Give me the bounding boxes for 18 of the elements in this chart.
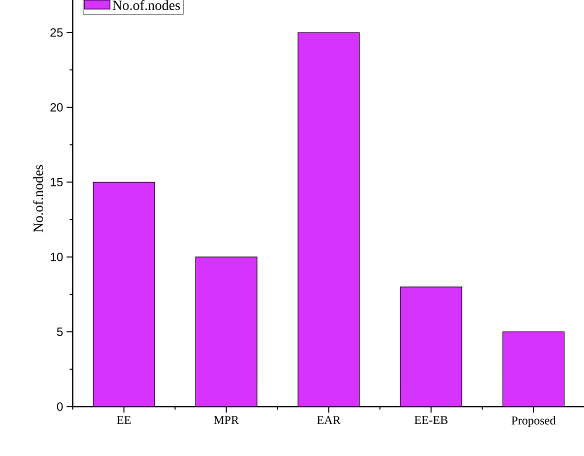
- x-tick-label: EE-EB: [414, 416, 448, 424]
- y-tick-label: 5: [57, 328, 63, 336]
- y-tick-label: 20: [50, 103, 63, 112]
- bar: [92, 182, 155, 407]
- x-tick-label: Proposed: [512, 416, 556, 427]
- y-tick-label: 0: [57, 402, 63, 411]
- y-tick-label: 15: [50, 178, 63, 186]
- bar: [400, 286, 462, 407]
- bar: [502, 331, 565, 407]
- legend-label: No.of.nodes: [112, 0, 180, 10]
- x-tick-label: EE: [116, 416, 131, 424]
- x-tick-label: MPR: [214, 416, 239, 424]
- bar: [195, 256, 258, 407]
- x-tick-label: EAR: [317, 416, 341, 424]
- bar: [298, 32, 360, 407]
- y-tick-label: 25: [50, 28, 63, 37]
- y-axis-title: No.of.nodes: [33, 165, 44, 232]
- y-tick-label: 10: [50, 252, 63, 262]
